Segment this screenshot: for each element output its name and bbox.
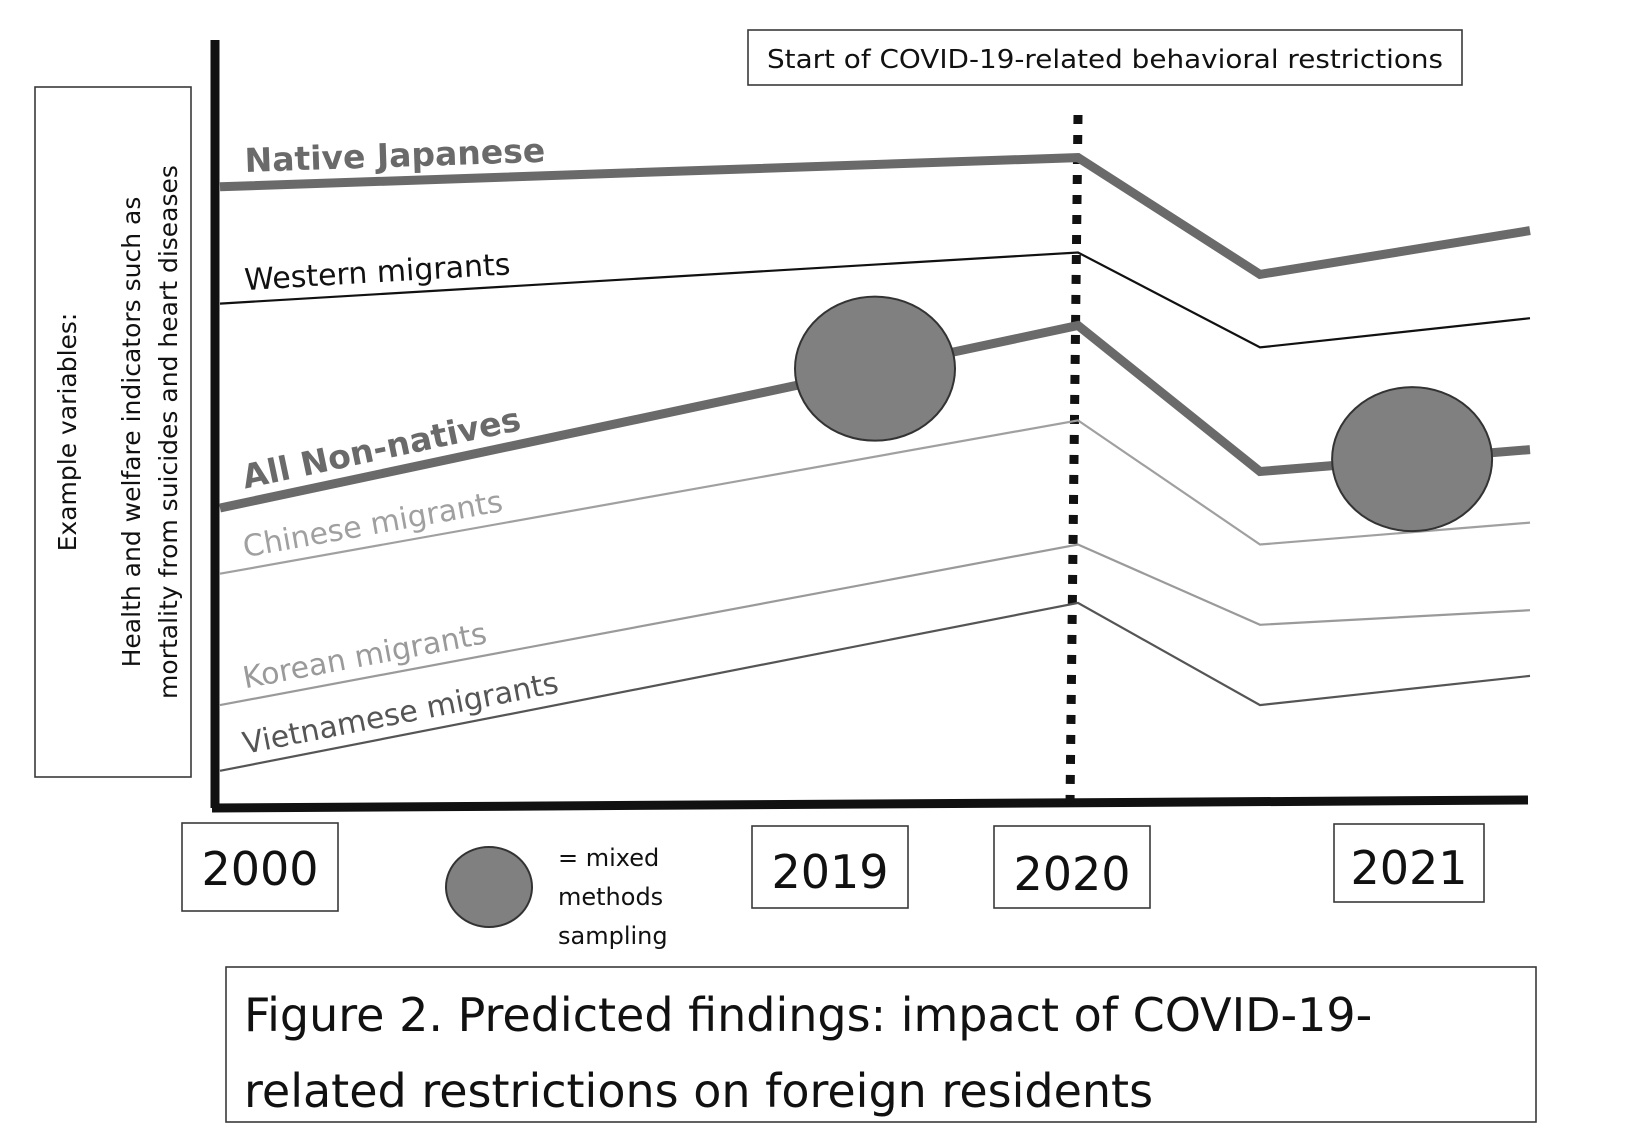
covid-start-line (1065, 114, 1083, 806)
legend-marker (445, 846, 533, 928)
x-tick-2000: 2000 (201, 842, 318, 896)
y-label-line2: Health and welfare indicators such as (117, 197, 146, 668)
legend-text-line3: sampling (558, 922, 668, 950)
series-label-western-migrants: Western migrants (243, 247, 511, 298)
x-axis (211, 795, 1529, 813)
x-tick-box-2021 (1333, 823, 1485, 903)
series-line-western-migrants (219, 251, 1531, 349)
y-label-line3: mortality from suicides and heart diseas… (154, 165, 183, 699)
annotation-text: Start of COVID-19-related behavioral res… (767, 45, 1443, 75)
series-label-native-japanese: Native Japanese (244, 131, 546, 180)
x-tick-2019: 2019 (771, 845, 888, 899)
annotation-box (747, 29, 1463, 86)
marker-layer (794, 295, 1494, 533)
series-line-native-japanese (219, 153, 1531, 280)
mixed-methods-marker-2 (1331, 386, 1494, 533)
mixed-methods-marker-1 (794, 295, 956, 442)
caption-box (225, 966, 1537, 1123)
caption-line2: related restrictions on foreign resident… (244, 1064, 1153, 1118)
series-line-vietnamese-migrants (219, 601, 1531, 772)
y-label-box (34, 86, 192, 778)
y-label-line1: Example variables: (53, 313, 82, 552)
x-tick-box-2000 (181, 822, 339, 912)
series-line-chinese-migrants (219, 419, 1531, 575)
legend-text-line1: = mixed (558, 844, 659, 872)
series-label-korean-migrants: Korean migrants (240, 616, 490, 696)
x-tick-2021: 2021 (1350, 841, 1467, 895)
legend-text-line2: methods (558, 883, 663, 911)
caption-line1: Figure 2. Predicted findings: impact of … (244, 988, 1372, 1042)
x-tick-2020: 2020 (1013, 847, 1130, 901)
x-tick-box-2020 (993, 825, 1151, 909)
x-tick-box-2019 (751, 825, 909, 909)
series-line-korean-migrants (219, 543, 1531, 707)
